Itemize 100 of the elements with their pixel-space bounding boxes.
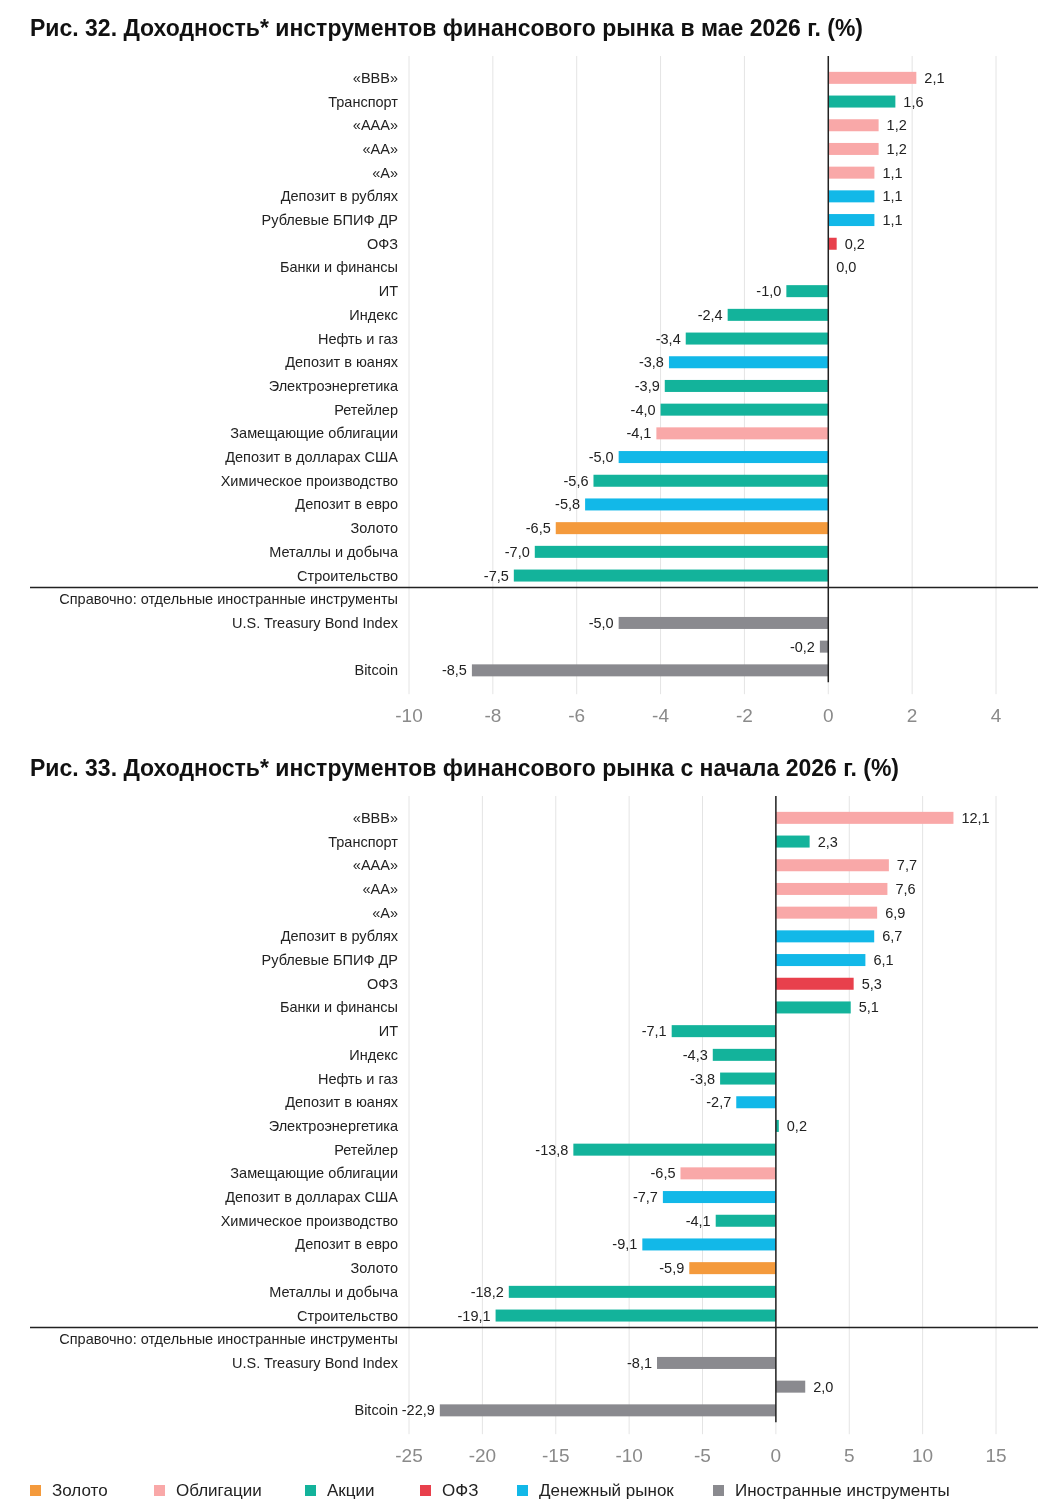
bar — [573, 1143, 776, 1156]
legend-label: Облигации — [176, 1481, 262, 1500]
bar — [775, 1380, 806, 1393]
x-tick-label: -2 — [735, 705, 753, 727]
y-tick-label: Ретейлер — [334, 401, 398, 418]
y-tick-label: «BBB» — [352, 809, 398, 826]
data-label: -6,5 — [525, 520, 551, 537]
bar — [712, 1048, 776, 1061]
data-label: -7,1 — [641, 1023, 667, 1040]
y-tick-label: Депозит в евро — [295, 1236, 398, 1253]
y-tick-label: ИТ — [378, 283, 399, 300]
bar — [685, 332, 829, 345]
y-tick-label: Депозит в юанях — [285, 1094, 399, 1111]
x-tick-label: -8 — [484, 705, 502, 727]
data-label: 5,1 — [858, 999, 879, 1016]
y-tick-label: Нефть и газ — [317, 1070, 399, 1087]
data-label: 1,1 — [882, 188, 903, 205]
data-label: 1,2 — [886, 140, 907, 157]
data-label: -3,8 — [638, 354, 664, 371]
data-label: 1,1 — [882, 212, 903, 229]
y-tick-label: Bitcoin — [354, 1402, 398, 1419]
data-label: 6,1 — [873, 952, 894, 969]
bar — [680, 1167, 776, 1180]
bar — [555, 522, 829, 535]
data-label: -2,7 — [706, 1094, 732, 1111]
legend-label: Акции — [327, 1481, 375, 1500]
y-tick-label: Транспорт — [328, 93, 399, 110]
data-label: -5,6 — [563, 472, 589, 489]
bar — [828, 190, 875, 203]
x-tick-label: 0 — [770, 1445, 782, 1467]
data-label: -7,7 — [632, 1189, 658, 1206]
y-tick-label: Строительство — [297, 567, 398, 584]
y-tick-label: ИТ — [378, 1023, 399, 1040]
x-tick-label: -5 — [694, 1445, 711, 1467]
bar — [828, 95, 896, 108]
y-tick-label: Золото — [350, 520, 398, 537]
data-label: 2,3 — [817, 833, 838, 850]
y-tick-label: Нефть и газ — [317, 330, 399, 347]
data-label: 1,6 — [903, 93, 924, 110]
x-tick-label: 10 — [912, 1445, 934, 1467]
y-tick-label: Золото — [350, 1260, 398, 1277]
data-label: 1,1 — [882, 164, 903, 181]
y-tick-label: «A» — [372, 164, 398, 181]
data-label: 7,7 — [896, 857, 918, 874]
y-tick-label: Транспорт — [328, 833, 399, 850]
bar — [775, 882, 888, 895]
bar — [671, 1025, 776, 1038]
data-label: 7,6 — [895, 880, 916, 897]
y-tick-label: Bitcoin — [354, 662, 398, 679]
bar — [720, 1072, 776, 1085]
data-label: 0,2 — [786, 1117, 807, 1134]
y-tick-label: Индекс — [349, 1046, 398, 1063]
bar — [513, 569, 829, 582]
y-tick-label: Рублевые БПИФ ДР — [261, 212, 398, 229]
bar — [775, 977, 854, 990]
bar — [664, 379, 829, 392]
x-tick-label: 2 — [906, 705, 918, 727]
data-label: -4,3 — [682, 1046, 708, 1063]
data-label: -2,4 — [697, 306, 723, 323]
data-label: -6,5 — [650, 1165, 676, 1182]
data-label: -1,0 — [756, 283, 782, 300]
y-tick-label: Химическое производство — [220, 1212, 398, 1229]
data-label: 0,0 — [836, 259, 857, 276]
bar — [775, 930, 875, 943]
bar — [819, 640, 829, 653]
y-tick-label: U.S. Treasury Bond Index — [231, 1354, 399, 1371]
y-tick-label: Справочно: отдельные иностранные инструменты — [59, 1331, 398, 1348]
data-label: 1,2 — [886, 117, 907, 134]
bar — [618, 616, 829, 629]
x-tick-label: -10 — [615, 1445, 643, 1467]
x-tick-label: 15 — [985, 1445, 1007, 1467]
bar — [660, 403, 829, 416]
bar — [775, 1001, 851, 1014]
data-label: -3,4 — [655, 330, 681, 347]
bar — [439, 1404, 776, 1417]
data-label: -5,8 — [555, 496, 581, 513]
y-tick-label: «AA» — [362, 880, 398, 897]
y-tick-label: Депозит в юанях — [285, 354, 399, 371]
bar — [642, 1238, 776, 1251]
bar — [828, 237, 837, 250]
y-tick-label: Банки и финансы — [280, 999, 398, 1016]
data-label: 2,0 — [813, 1378, 834, 1395]
data-label: -7,5 — [483, 567, 509, 584]
bar — [786, 285, 829, 298]
bar — [689, 1262, 776, 1275]
data-label: -3,8 — [690, 1070, 716, 1087]
legend-label: Денежный рынок — [539, 1481, 675, 1500]
y-tick-label: «AA» — [362, 140, 398, 157]
y-tick-label: Металлы и добыча — [269, 543, 399, 560]
y-tick-label: Депозит в рублях — [280, 188, 399, 205]
bar — [656, 427, 829, 440]
data-label: -4,0 — [630, 401, 656, 418]
bar — [727, 308, 829, 321]
data-label: -0,2 — [789, 638, 815, 655]
data-label: 6,7 — [882, 928, 903, 945]
y-tick-label: Строительство — [297, 1307, 398, 1324]
bar — [668, 356, 829, 369]
y-tick-label: Депозит в рублях — [280, 928, 399, 945]
x-tick-label: -20 — [468, 1445, 497, 1467]
y-tick-label: Замещающие облигации — [230, 1165, 398, 1182]
